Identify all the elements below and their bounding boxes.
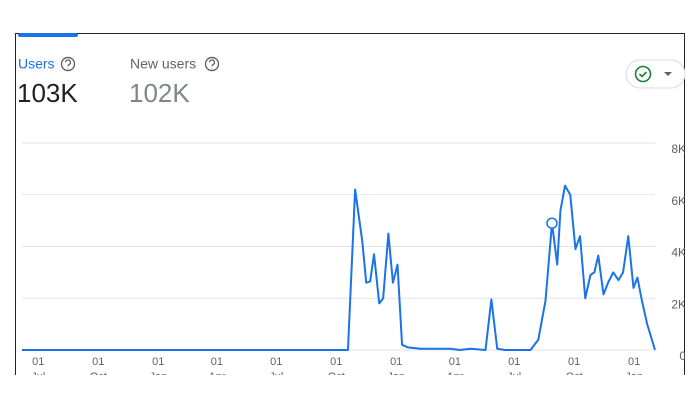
x-tick-label: 01 [628,356,640,368]
metric-value: 102K [129,78,190,108]
x-tick-month: Oct [90,371,107,383]
check-icon [634,65,652,83]
y-tick-label: 4K [671,246,686,260]
status-dropdown[interactable] [625,59,686,89]
x-tick-label: 01 [152,356,164,368]
x-tick-label: 01 [270,356,282,368]
x-tick-month: Jan [625,371,643,383]
y-tick-label: 2K [671,297,686,311]
x-tick-label: 01 [449,356,461,368]
x-tick-month: Jul [269,371,283,383]
dropdown-arrow [664,72,672,76]
plot: 0 2K 4K 6K 8K 01 Jul 01 Oct 01 Jan 01 Apr 01 Jul 01 Oct 0… [22,142,686,383]
help-icon[interactable] [60,56,76,72]
y-tick-label: 0 [679,349,686,363]
metric-tab[interactable]: New users 102K [129,56,220,108]
metric-tab[interactable]: Users 103K [17,56,78,108]
help-glyph [64,59,72,69]
x-tick-month: Apr [446,371,463,383]
x-tick-month: Jan [149,371,167,383]
metric-value: 103K [17,78,78,108]
x-tick-label: 01 [508,356,520,368]
x-tick-month: Jul [31,371,45,383]
help-glyph [208,59,216,69]
tab-indicator [18,33,78,37]
x-tick-month: Jul [507,371,521,383]
x-tick-month: Oct [328,371,345,383]
y-tick-label: 6K [671,194,686,208]
x-tick-label: 01 [330,356,342,368]
metric-label: New users [130,56,196,72]
x-tick-month: Oct [566,371,583,383]
help-icon[interactable] [204,56,220,72]
x-tick-label: 01 [568,356,580,368]
check-glyph [638,71,648,78]
hover-point [546,217,558,229]
x-tick-label: 01 [92,356,104,368]
data-line [22,184,656,351]
x-tick-month: Jan [387,371,405,383]
x-tick-label: 01 [32,356,44,368]
y-tick-label: 8K [671,142,686,156]
x-tick-label: 01 [211,356,223,368]
x-tick-month: Apr [208,371,225,383]
metric-label: Users [18,56,55,72]
x-tick-label: 01 [390,356,402,368]
